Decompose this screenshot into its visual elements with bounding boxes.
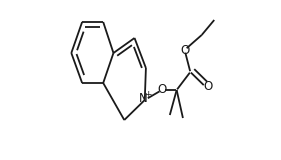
Text: O: O — [157, 83, 166, 96]
Text: N: N — [139, 92, 147, 105]
Text: O: O — [180, 44, 189, 56]
Text: +: + — [144, 90, 151, 99]
Text: O: O — [203, 80, 212, 93]
